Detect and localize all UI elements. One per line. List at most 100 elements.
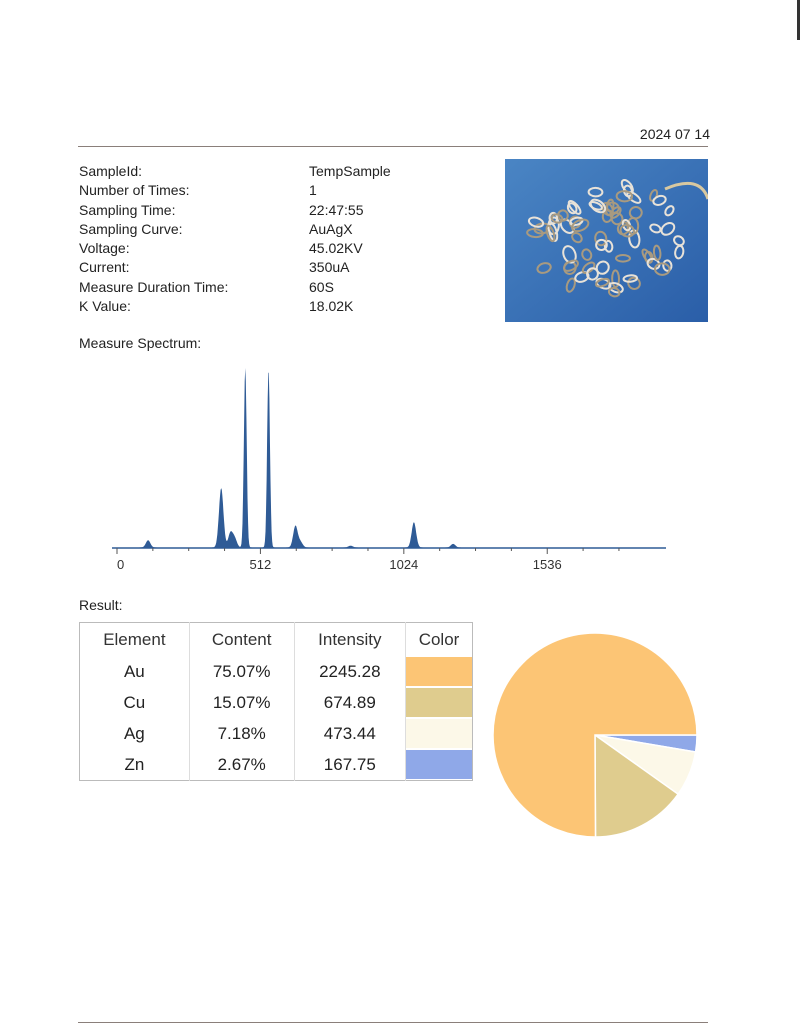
table-row: Cu 15.07% 674.89 <box>79 687 473 718</box>
column-header: Content <box>189 622 295 656</box>
color-cell <box>406 718 473 749</box>
header-rule <box>78 146 708 147</box>
color-cell <box>406 656 473 687</box>
element-cell: Zn <box>79 749 190 781</box>
info-label: Sampling Time: <box>79 201 176 218</box>
chain-ring <box>652 244 662 261</box>
content-cell: 75.07% <box>189 656 295 687</box>
chain-ring <box>622 274 639 283</box>
chain-ring <box>595 277 610 288</box>
chain-ring <box>594 230 608 247</box>
result-title: Result: <box>79 597 123 613</box>
chain-ring <box>608 281 624 294</box>
info-value: 1 <box>309 182 317 199</box>
x-tick-label: 1536 <box>533 557 562 572</box>
chain-ring <box>526 228 544 239</box>
pie-slice-au <box>492 632 698 838</box>
pie-slice-cu <box>594 733 680 838</box>
info-label: SampleId: <box>79 163 143 179</box>
info-label: Current: <box>79 259 130 276</box>
table-row: Zn 2.67% 167.75 <box>79 749 473 781</box>
info-value: 45.02KV <box>309 240 363 257</box>
x-tick-label: 512 <box>250 557 272 572</box>
info-value: 60S <box>309 278 334 295</box>
column-header: Element <box>79 622 190 656</box>
info-row: Current: 350uA <box>79 258 391 277</box>
chain-ring <box>615 190 634 203</box>
content-cell: 15.07% <box>189 687 295 718</box>
element-cell: Au <box>79 656 190 687</box>
chain-ring <box>611 269 621 289</box>
column-header: Intensity <box>294 622 407 656</box>
chain-ring <box>674 244 685 260</box>
chain-ring <box>653 262 671 276</box>
report-date: 2024 07 14 <box>639 126 710 142</box>
chain-ring <box>589 198 607 214</box>
chain-ring <box>595 238 608 252</box>
chain-ring <box>548 211 559 225</box>
chain-ring <box>566 202 578 215</box>
page-edge <box>797 0 800 40</box>
chain-ring <box>571 231 583 244</box>
info-row: Sampling Time: 22:47:55 <box>79 201 391 220</box>
chain-ring <box>649 223 662 234</box>
content-cell: 2.67% <box>189 749 295 781</box>
info-row: Measure Duration Time: 60S <box>79 278 391 297</box>
color-swatch <box>406 750 472 779</box>
x-tick-label: 0 <box>117 557 124 572</box>
chain-ring <box>606 201 620 214</box>
chain-ring <box>536 262 552 274</box>
info-value: TempSample <box>309 163 391 179</box>
element-cell: Cu <box>79 687 190 718</box>
chain-ring <box>565 277 576 293</box>
chain-ring <box>607 287 621 298</box>
chain-ring <box>586 267 599 281</box>
chain-ring <box>545 224 556 243</box>
chain-ring <box>557 209 569 222</box>
spectrum-area <box>117 368 666 548</box>
chain-ring <box>581 248 593 261</box>
info-label: Measure Duration Time: <box>79 278 229 295</box>
chain-ring <box>662 259 673 272</box>
info-label: Voltage: <box>79 240 130 257</box>
info-value: 22:47:55 <box>309 201 364 218</box>
chain-ring <box>567 200 582 215</box>
info-row: SampleId: TempSample <box>79 162 391 181</box>
info-row: Voltage: 45.02KV <box>79 239 391 258</box>
color-swatch <box>406 719 472 748</box>
table-row: Au 75.07% 2245.28 <box>79 656 473 687</box>
chain-ring <box>619 224 636 238</box>
chain-ring <box>652 194 667 206</box>
composition-pie-chart <box>492 632 698 838</box>
table-header: Element Content Intensity Color <box>79 622 473 656</box>
chain-ring <box>562 245 577 264</box>
info-value: AuAgX <box>309 220 353 237</box>
sample-photo <box>505 159 710 322</box>
spectrum-title: Measure Spectrum: <box>79 335 202 351</box>
chain-ring <box>628 206 643 220</box>
intensity-cell: 167.75 <box>294 749 407 781</box>
info-label: K Value: <box>79 298 131 315</box>
chain-ring <box>641 248 653 264</box>
color-swatch <box>406 657 472 686</box>
spectrum-chart: 0 512 1024 1536 <box>112 368 666 572</box>
chain-ring <box>574 271 590 283</box>
info-row: Number of Times: 1 <box>79 181 391 200</box>
intensity-cell: 674.89 <box>294 687 407 718</box>
chain-ring <box>620 179 634 195</box>
info-value: 350uA <box>309 259 350 276</box>
element-cell: Ag <box>79 718 190 749</box>
color-cell <box>406 687 473 718</box>
chain-clasp <box>664 181 710 200</box>
info-label: Sampling Curve: <box>79 220 183 237</box>
sample-info: SampleId: TempSample Number of Times: 1 Samp… <box>79 162 391 316</box>
column-header: Color <box>418 629 460 649</box>
chain-ring <box>527 216 545 228</box>
chain-ring <box>615 254 631 263</box>
info-row: K Value: 18.02K <box>79 297 391 316</box>
result-table: Element Content Intensity Color Au 75.07% 2245… <box>79 622 473 781</box>
chain-ring <box>587 186 604 198</box>
intensity-cell: 2245.28 <box>294 656 407 687</box>
chain-ring <box>581 261 596 275</box>
color-swatch <box>406 688 472 717</box>
